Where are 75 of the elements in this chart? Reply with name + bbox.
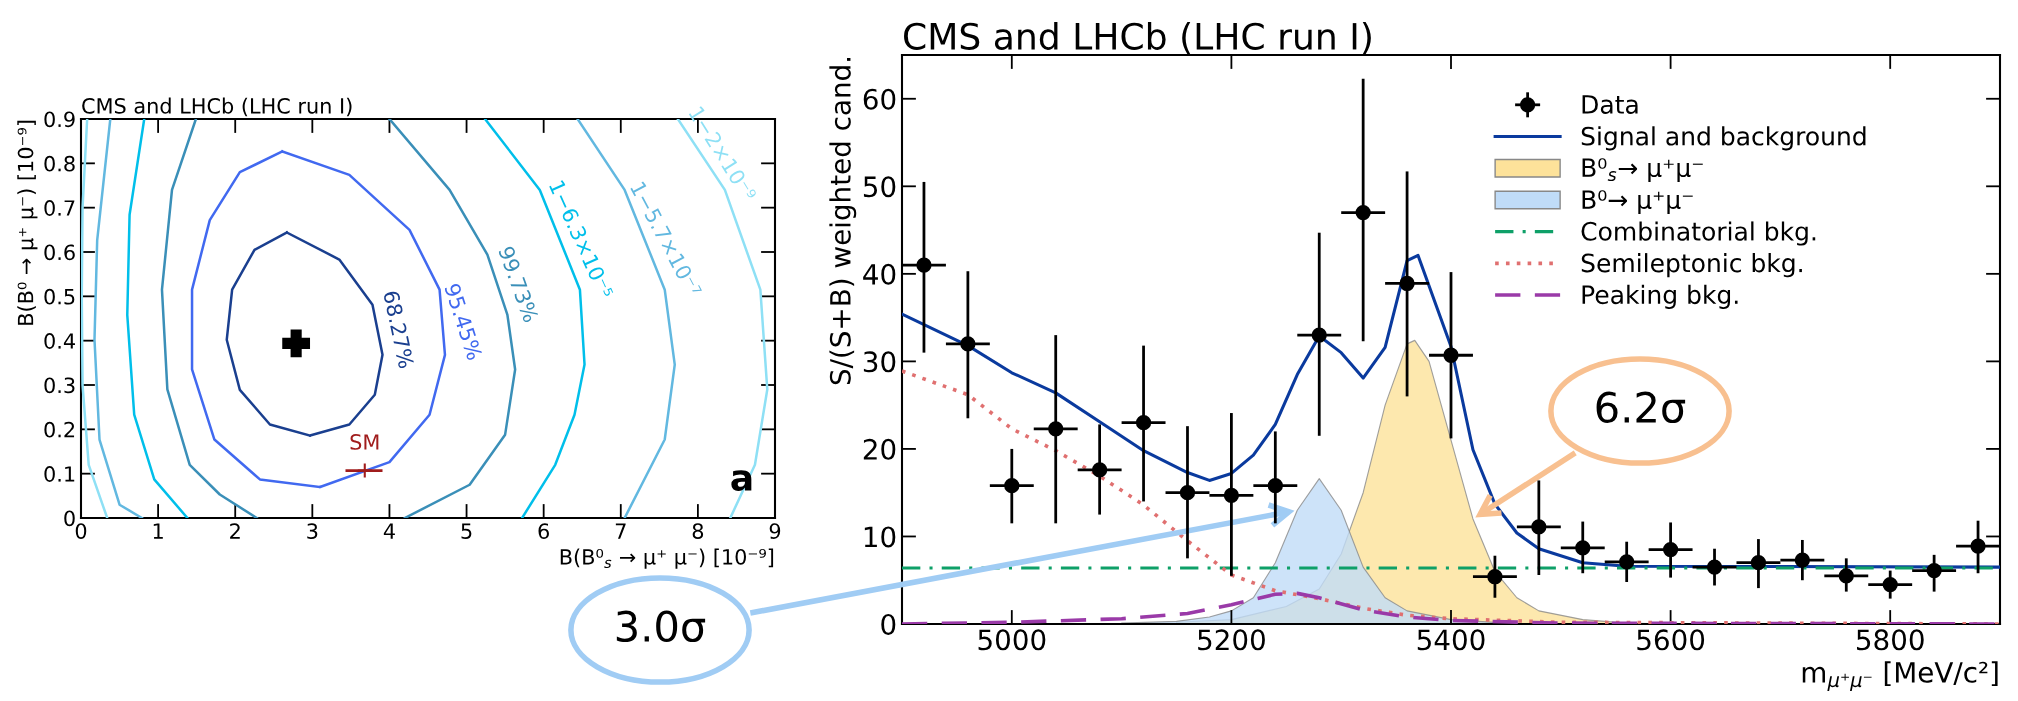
x-tick-label: 5800 — [1857, 629, 1924, 651]
x-tick-label: 1 — [153, 523, 163, 539]
point — [1838, 568, 1854, 584]
y-tick-label: 30 — [863, 351, 896, 373]
point — [1926, 562, 1942, 579]
x-tick-label: 7 — [615, 523, 626, 539]
point — [1970, 538, 1986, 554]
legend-label: Signal and background — [1581, 126, 1866, 151]
annotation: 3.0σ — [616, 610, 706, 643]
point — [1179, 485, 1196, 501]
x-tick-label: 8 — [692, 523, 704, 539]
y-tick-label: 0.1 — [44, 466, 75, 482]
annotation: 6.2σ — [1596, 391, 1686, 424]
point — [960, 336, 976, 352]
chart-title: CMS and LHCb (LHC run I) — [904, 22, 1371, 55]
point — [1531, 519, 1547, 535]
point — [1355, 204, 1371, 221]
x-tick-label: 5400 — [1417, 629, 1485, 651]
annotation: a — [731, 470, 752, 492]
point — [1706, 559, 1723, 575]
point — [1223, 487, 1240, 503]
point — [1267, 478, 1283, 494]
legend-label: B⁰$_{s}$→ μ⁺μ⁻ — [1582, 158, 1703, 182]
y-tick-label: 0 — [881, 613, 896, 635]
x-tick-label: 5200 — [1198, 629, 1265, 651]
point — [1487, 569, 1503, 585]
y-tick-label: 0.6 — [44, 244, 75, 261]
y-tick-label: 10 — [864, 526, 896, 548]
point — [1399, 275, 1415, 292]
legend-label: Data — [1582, 95, 1638, 114]
y-axis-title: S/(S+B) weighted cand. — [829, 58, 857, 385]
x-axis-title: m$_{μ⁺μ⁻}$ [MeV/c²] — [1802, 661, 1998, 692]
y-tick-label: 0.7 — [44, 200, 75, 216]
x-tick-label: 5000 — [978, 629, 1046, 651]
point — [1135, 415, 1152, 431]
y-tick-label: 0 — [64, 510, 75, 527]
x-tick-label: 4 — [383, 523, 395, 539]
x-tick-label: 3 — [307, 523, 318, 539]
x-tick-label: 6 — [538, 523, 549, 539]
y-tick-label: 60 — [863, 88, 896, 110]
legend-label: Peaking bkg. — [1582, 284, 1738, 309]
x-tick-label: 0 — [75, 523, 87, 539]
legend-label: Semileptonic bkg. — [1581, 253, 1802, 278]
y-tick-label: 0.5 — [44, 288, 75, 305]
point — [1048, 421, 1064, 437]
x-tick-label: 5600 — [1637, 629, 1705, 651]
y-tick-label: 0.9 — [44, 111, 75, 128]
point — [1750, 555, 1767, 571]
point — [1794, 552, 1810, 568]
y-tick-label: 0.3 — [44, 377, 75, 394]
x-tick-label: 5 — [461, 523, 472, 539]
point — [1443, 347, 1459, 363]
y-tick-label: 0.8 — [44, 155, 75, 172]
point — [916, 257, 932, 273]
series-label: SM — [350, 434, 379, 450]
legend-label: B⁰→ μ⁺μ⁻ — [1582, 190, 1693, 214]
y-tick-label: 50 — [863, 176, 896, 198]
y-tick-label: 40 — [863, 263, 896, 285]
chart-title: CMS and LHCb (LHC run I) — [82, 97, 352, 117]
point — [1092, 462, 1108, 478]
y-tick-label: 20 — [863, 438, 896, 460]
text: 68.27% — [383, 290, 415, 369]
point — [1004, 478, 1020, 494]
point — [1619, 554, 1635, 570]
x-tick-label: 2 — [230, 523, 240, 539]
point — [1662, 541, 1679, 558]
y-tick-label: 0.4 — [44, 333, 75, 349]
legend-label: Combinatorial bkg. — [1581, 221, 1816, 246]
point — [1575, 540, 1591, 556]
y-tick-label: 0.2 — [44, 421, 75, 438]
point — [1882, 576, 1898, 593]
y-axis-title: B(B⁰ → μ⁺ μ⁻) [10⁻⁹] — [17, 120, 38, 325]
point — [1311, 327, 1327, 343]
x-tick-label: 9 — [769, 523, 781, 539]
x-axis-title: B(B⁰$_{s}$ → μ⁺ μ⁻) [10⁻⁹] — [560, 548, 774, 569]
